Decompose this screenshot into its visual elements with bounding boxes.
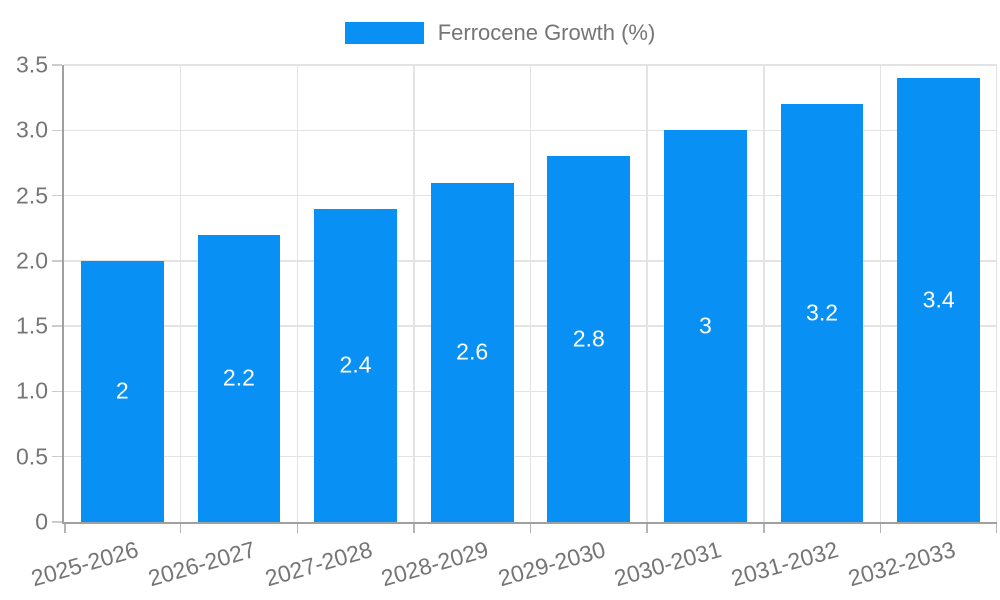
y-tick-label: 2.0: [16, 247, 48, 274]
bar: 2.4: [314, 208, 397, 522]
x-tick: [763, 524, 765, 533]
y-tick-label: 0.5: [16, 443, 48, 470]
x-category-label: 2025-2026: [28, 536, 142, 592]
bar: 3.2: [780, 104, 864, 522]
bar-value-label: 3: [699, 312, 712, 339]
y-tick: [52, 129, 62, 132]
x-tick: [879, 524, 882, 533]
y-tick: [52, 521, 62, 523]
bar-value-label: 3.2: [806, 299, 839, 326]
y-tick-label: 2.5: [16, 182, 48, 209]
x-tick: [995, 524, 997, 533]
x-category-label: 2029-2030: [495, 536, 608, 592]
bar-value-label: 2.6: [456, 338, 489, 365]
x-axis-labels: 2025-2026 2026-2027 2027-2028 2028-2029 2029…: [29, 528, 997, 598]
x-category-label: 2028-2029: [378, 536, 492, 592]
y-tick-label: 0: [35, 508, 48, 535]
x-tick: [179, 524, 182, 533]
v-gridline: [529, 65, 532, 522]
x-tick: [296, 524, 298, 533]
bar-value-label: 2.8: [572, 325, 605, 352]
v-gridline: [296, 65, 298, 522]
y-tick-label: 3.5: [16, 51, 48, 78]
x-tick: [64, 524, 66, 533]
y-tick-label: 3.0: [16, 116, 48, 143]
bar-value-label: 2: [115, 377, 129, 404]
x-tick: [646, 524, 648, 533]
legend-swatch: [344, 22, 424, 44]
bar: 2.8: [547, 156, 631, 522]
x-category-label: 2031-2032: [728, 536, 842, 592]
bar: 3: [664, 130, 747, 522]
v-gridline: [646, 65, 648, 522]
bar: 2.6: [430, 182, 514, 522]
x-tick: [413, 524, 415, 533]
y-tick: [52, 325, 62, 327]
bar-value-label: 3.4: [922, 286, 955, 313]
y-tick-label: 1.5: [16, 312, 48, 339]
v-gridline: [879, 65, 882, 522]
bar: 3.4: [897, 78, 981, 522]
plot-area: 2 2.2 2.4 2.6 2.8 3 3.2 3.4: [52, 64, 997, 533]
y-tick-label: 1.0: [16, 377, 48, 404]
y-axis-labels: 0 0.5 1.0 1.5 2.0 2.5 3.0 3.5: [0, 52, 48, 535]
v-gridline: [763, 65, 765, 522]
v-gridline: [179, 65, 182, 522]
x-category-label: 2032-2033: [844, 536, 958, 592]
y-tick: [52, 390, 62, 393]
x-category-label: 2027-2028: [261, 536, 375, 592]
x-tick: [529, 524, 532, 533]
legend: Ferrocene Growth (%): [0, 20, 1000, 46]
y-tick: [52, 455, 62, 458]
bar: 2.2: [197, 234, 281, 522]
v-gridline: [413, 65, 415, 522]
x-category-label: 2026-2027: [145, 536, 259, 592]
x-category-label: 2030-2031: [611, 536, 725, 592]
y-tick: [52, 64, 62, 66]
y-tick: [52, 194, 62, 197]
bar-value-label: 2.4: [339, 351, 372, 378]
bar: 2: [80, 260, 164, 522]
legend-label: Ferrocene Growth (%): [437, 20, 656, 45]
y-tick: [52, 260, 62, 262]
v-gridline: [995, 65, 997, 522]
bar-value-label: 2.2: [222, 364, 255, 391]
